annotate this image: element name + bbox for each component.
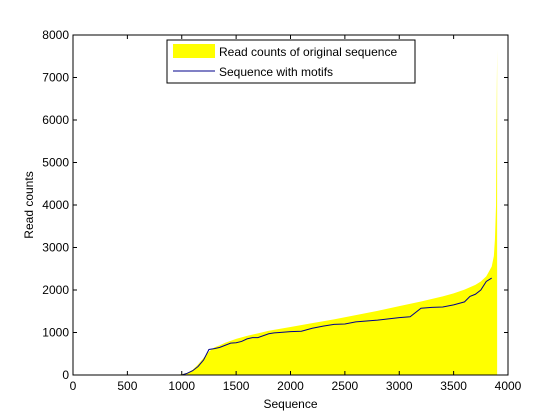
x-tick-label: 2000	[277, 379, 304, 393]
legend-label-original: Read counts of original sequence	[219, 45, 397, 59]
y-tick-label: 4000	[42, 198, 69, 212]
area-layer	[176, 49, 498, 375]
y-tick-label: 1000	[42, 326, 69, 340]
x-tick-label: 2500	[332, 379, 359, 393]
y-tick-label: 0	[62, 368, 69, 382]
x-tick-label: 3500	[440, 379, 467, 393]
line-layer	[181, 277, 492, 376]
legend: Read counts of original sequence Sequenc…	[166, 39, 416, 84]
y-tick-label: 6000	[42, 113, 69, 127]
x-tick-label: 0	[70, 379, 77, 393]
y-tick-label: 8000	[42, 28, 69, 42]
y-tick-label: 7000	[42, 71, 69, 85]
x-axis-label: Sequence	[263, 397, 317, 411]
legend-swatch-area	[173, 44, 215, 58]
x-tick-label: 3000	[386, 379, 413, 393]
series-motifs-line	[181, 277, 492, 376]
legend-label-motifs: Sequence with motifs	[219, 65, 333, 79]
y-tick-label: 5000	[42, 156, 69, 170]
y-tick-label: 3000	[42, 241, 69, 255]
y-axis-label: Read counts	[22, 171, 36, 238]
x-tick-label: 4000	[495, 379, 522, 393]
y-axis: 0 1000 2000 3000 4000 5000 6000 7000 8000	[42, 28, 508, 382]
x-tick-label: 1000	[168, 379, 195, 393]
x-tick-label: 500	[117, 379, 137, 393]
y-tick-label: 2000	[42, 283, 69, 297]
x-tick-label: 1500	[223, 379, 250, 393]
x-axis: 0 500 1000 1500 2000 2500 3000 3500 4000	[70, 35, 522, 393]
series-original-area	[176, 49, 498, 375]
